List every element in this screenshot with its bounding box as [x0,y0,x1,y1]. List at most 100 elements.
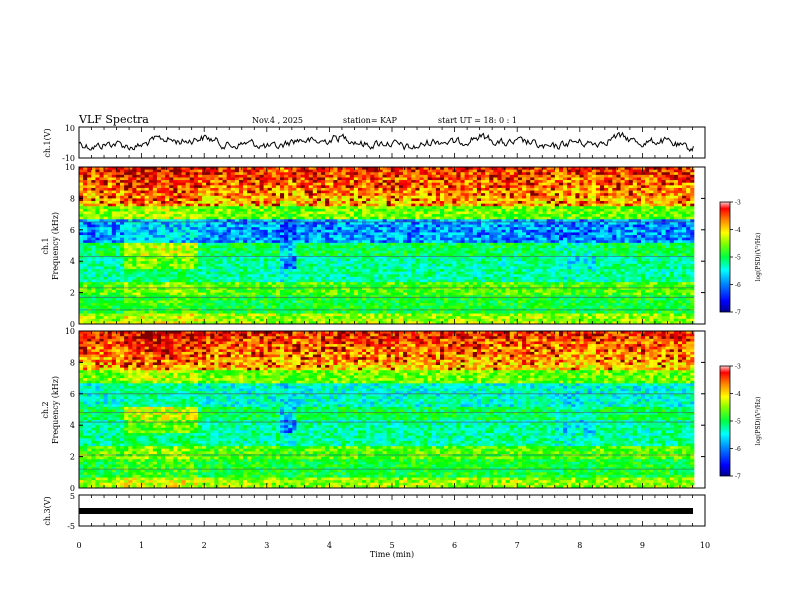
spectrogram-cell [354,227,359,230]
spectrogram-cell [112,319,117,322]
spectrogram-cell [169,238,174,241]
spectrogram-cell [95,206,100,209]
spectrogram-cell [333,235,338,238]
spectrogram-cell [128,316,133,319]
spectrogram-cell [276,201,281,204]
spectrogram-cell [284,198,289,201]
spectrogram-cell [95,285,100,288]
spectrogram-cell [251,259,256,262]
spectrogram-cell [169,306,174,309]
spectrogram-cell [157,201,162,204]
spectrogram-cell [79,248,84,251]
spectrogram-cell [280,303,285,306]
spectrogram-cell [87,306,92,309]
spectrogram-cell [153,269,158,272]
spectrogram-cell [366,306,371,309]
spectrogram-cell [79,311,84,314]
spectrogram-cell [190,246,195,249]
spectrogram-cell [251,235,256,238]
spectrogram-cell [177,177,182,180]
spectrogram-cell [268,180,273,183]
spectrogram-cell [415,298,420,301]
spectrogram-cell [301,285,306,288]
spectrogram-cell [251,253,256,256]
spectrogram-cell [255,248,260,251]
spectrogram-cell [136,175,141,178]
spectrogram-cell [317,259,322,262]
spectrogram-cell [387,227,392,230]
spectrogram-cell [391,295,396,298]
spectrogram-cell [374,272,379,275]
spectrogram-cell [247,222,252,225]
spectrogram-cell [391,277,396,280]
spectrogram-cell [309,214,314,217]
spectrogram-cell [317,269,322,272]
spectrogram-cell [145,225,150,228]
spectrogram-cell [100,300,105,303]
spectrogram-cell [407,222,412,225]
spectrogram-cell [239,193,244,196]
spectrogram-cell [206,314,211,317]
spectrogram-cell [223,264,228,267]
spectrogram-cell [128,183,133,186]
spectrogram-cell [305,274,310,277]
spectrogram-cell [260,285,265,288]
spectrogram-cell [141,185,146,188]
spectrogram-cell [317,201,322,204]
spectrogram-cell [136,319,141,322]
spectrogram-cell [374,222,379,225]
spectrogram-cell [264,246,269,249]
spectrogram-cell [415,303,420,306]
spectrogram-cell [268,251,273,254]
spectrogram-cell [407,269,412,272]
spectrogram-cell [276,243,281,246]
spectrogram-cell [173,277,178,280]
spectrogram-cell [116,185,121,188]
spectrogram-cell [284,188,289,191]
spectrogram-cell [112,198,117,201]
spectrogram-cell [374,243,379,246]
spectrogram-cell [292,238,297,241]
spectrogram-cell [87,251,92,254]
spectrogram-cell [136,217,141,220]
spectrogram-cell [91,185,96,188]
spectrogram-cell [223,243,228,246]
spectrogram-cell [280,211,285,214]
spectrogram-cell [260,293,265,296]
spectrogram-cell [317,206,322,209]
spectrogram-cell [194,266,199,269]
spectrogram-cell [165,246,170,249]
spectrogram-cell [358,274,363,277]
spectrogram-cell [210,274,215,277]
spectrogram-cell [305,217,310,220]
spectrogram-cell [247,204,252,207]
spectrogram-cell [260,185,265,188]
spectrogram-cell [124,180,129,183]
spectrogram-cell [251,209,256,212]
spectrogram-cell [223,246,228,249]
spectrogram-cell [182,306,187,309]
spectrogram-cell [132,261,137,264]
spectrogram-cell [276,170,281,173]
spectrogram-cell [292,300,297,303]
spectrogram-cell [218,293,223,296]
spectrogram-cell [231,298,236,301]
spectrogram-cell [309,204,314,207]
spectrogram-cell [350,227,355,230]
spectrogram-cell [235,232,240,235]
spectrogram-cell [260,198,265,201]
spectrogram-cell [214,209,219,212]
spectrogram-cell [255,193,260,196]
spectrogram-cell [255,240,260,243]
spectrogram-cell [251,206,256,209]
spectrogram-cell [112,264,117,267]
spectrogram-cell [128,266,133,269]
spectrogram-cell [329,298,334,301]
spectrogram-cell [108,282,113,285]
spectrogram-cell [296,259,301,262]
spectrogram-cell [358,248,363,251]
spectrogram-cell [132,274,137,277]
spectrogram-cell [342,193,347,196]
spectrogram-cell [116,259,121,262]
spectrogram-cell [366,251,371,254]
